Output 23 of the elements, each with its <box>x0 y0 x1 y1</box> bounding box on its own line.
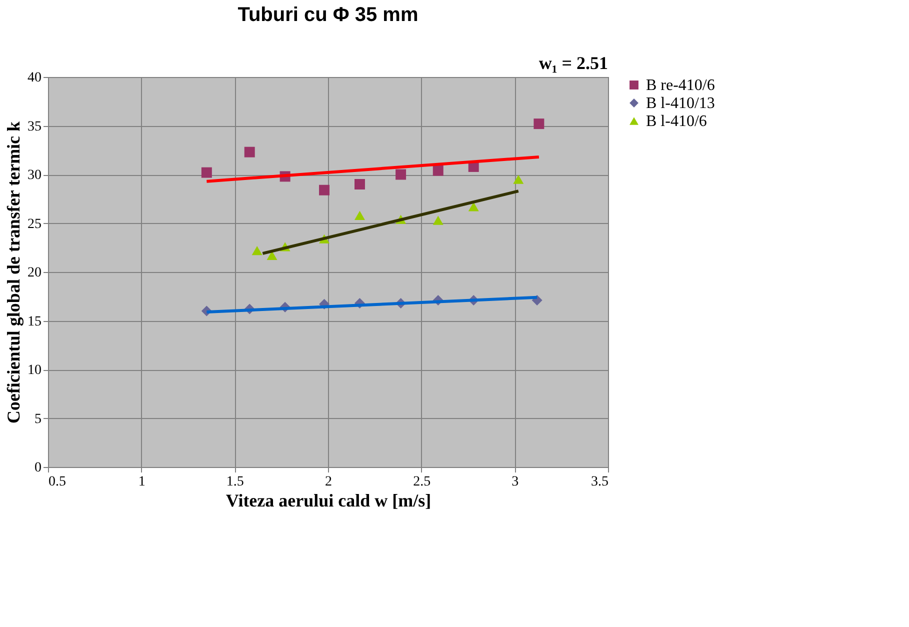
y-tick-label: 30 <box>28 168 42 183</box>
x-tick-label: 0.5 <box>48 474 66 490</box>
y-tick-label: 0 <box>34 460 42 476</box>
x-axis-title: Viteza aerului cald w [m/s] <box>226 490 432 510</box>
x-tick-label: 2.5 <box>413 474 431 490</box>
y-tick-label: 10 <box>28 363 42 378</box>
y-tick-label: 5 <box>34 412 42 427</box>
x-tick-label: 3 <box>512 474 519 490</box>
legend-label: B l-410/13 <box>646 95 715 112</box>
y-tick-label: 35 <box>28 119 42 134</box>
x-tick-label: 1 <box>138 474 146 490</box>
y-tick-label: 40 <box>28 70 42 86</box>
y-tick-label: 15 <box>28 314 42 330</box>
x-tick-label: 2 <box>325 474 332 490</box>
x-tick-label: 3.5 <box>591 474 608 490</box>
text: w₁ = 2.51 <box>538 53 608 73</box>
legend-label: B l-410/6 <box>646 113 707 130</box>
chart-title: Tuburi cu Φ 35 mm <box>238 4 418 26</box>
y-axis-title: Coeficientul global de transfer termic k <box>4 121 24 424</box>
y-tick-label: 20 <box>28 266 42 280</box>
legend-label: B re-410/6 <box>646 77 715 94</box>
y-tick-label: 25 <box>28 216 42 232</box>
x-tick-label: 1.5 <box>226 474 244 490</box>
